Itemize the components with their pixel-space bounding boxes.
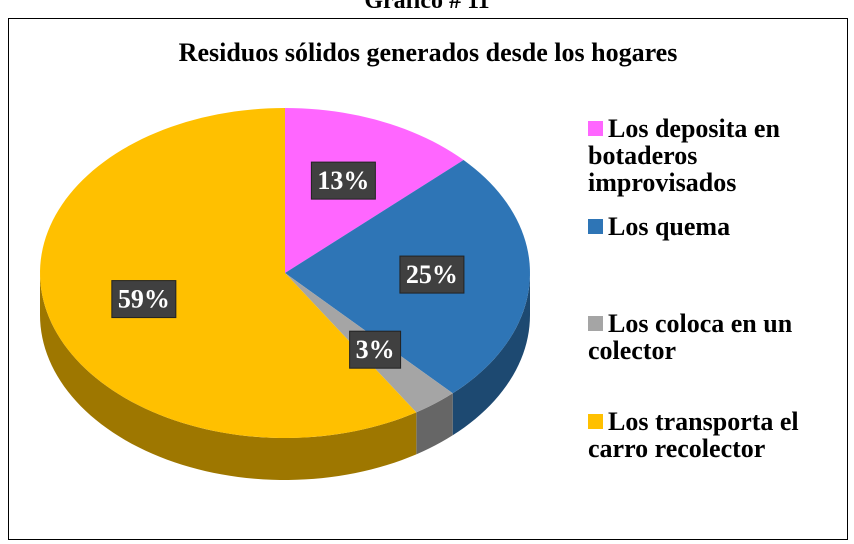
- data-label: 25%: [399, 255, 465, 294]
- data-label: 13%: [310, 161, 376, 200]
- data-label-box: [310, 161, 376, 200]
- chart-title: Residuos sólidos generados desde los hog…: [178, 38, 678, 67]
- data-label-text: 13%: [317, 166, 369, 195]
- legend-label: Los transporta el carro recolector: [588, 407, 799, 463]
- heading: Gráfico # 11: [364, 0, 490, 14]
- chart-frame: [8, 18, 848, 540]
- legend-swatch: [588, 414, 603, 429]
- data-label-box: [349, 330, 402, 369]
- legend-swatch: [588, 219, 603, 234]
- legend-entry: Los transporta el carro recolector: [588, 408, 838, 462]
- legend-label: Los quema: [608, 212, 731, 241]
- slice-side: [416, 393, 453, 455]
- slice: [40, 108, 417, 438]
- data-label-text: 3%: [356, 335, 395, 364]
- data-label-box: [399, 255, 465, 294]
- data-label: 3%: [349, 330, 402, 369]
- legend-entry: Los deposita en botaderos improvisados: [588, 115, 838, 196]
- slice-side: [40, 273, 417, 480]
- legend-swatch: [588, 121, 603, 136]
- legend-entry: Los quema: [588, 213, 838, 240]
- data-label: 59%: [111, 280, 177, 319]
- data-label-text: 59%: [118, 285, 170, 314]
- data-label-box: [111, 280, 177, 319]
- data-label-text: 25%: [406, 260, 458, 289]
- legend-label: Los deposita en botaderos improvisados: [588, 114, 780, 197]
- legend-entry: Los coloca en un colector: [588, 310, 838, 364]
- legend-swatch: [588, 316, 603, 331]
- slice-side: [452, 273, 530, 436]
- legend-label: Los coloca en un colector: [588, 309, 793, 365]
